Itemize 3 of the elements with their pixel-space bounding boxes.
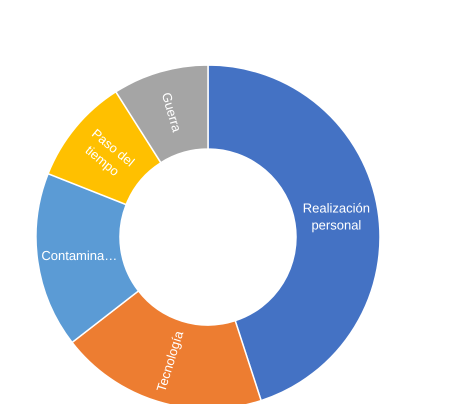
slice-label: Contamina… — [41, 248, 118, 263]
slice-label: Realización personal — [302, 200, 370, 233]
slice-label: Guerra — [158, 90, 185, 134]
